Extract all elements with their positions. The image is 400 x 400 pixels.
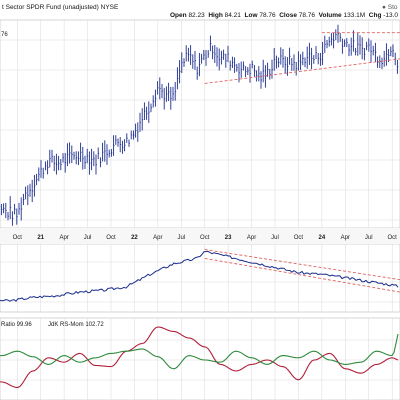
x-tick-label: 24 <box>319 235 326 241</box>
jdk-legend: Ratio 99.96 JdK RS-Mom 102.72 <box>1 322 104 328</box>
trendlines <box>204 32 400 84</box>
chg-label: Chg <box>368 12 382 19</box>
x-tick-label: Apr <box>247 235 256 241</box>
x-tick-label: Oct <box>388 235 398 241</box>
x-tick-label: Jul <box>271 235 279 241</box>
close-label: Close <box>279 12 297 19</box>
exchange-label: NYSE <box>100 4 119 11</box>
rs-line-group <box>0 249 400 302</box>
source-badge: ● Sto <box>382 4 398 11</box>
open-value: 82.23 <box>188 12 205 19</box>
ohlc-readout: Open 82.23 High 84.21 Low 78.76 Close 78… <box>170 12 398 19</box>
rs-channel-lower <box>204 257 400 293</box>
chart-title: t Sector SPDR Fund (unadjusted) NYSE <box>2 4 118 11</box>
x-tick-label: 21 <box>37 235 44 241</box>
volume-value: 133.1M <box>343 12 366 19</box>
x-tick-label: Jul <box>365 235 373 241</box>
low-label: Low <box>244 12 258 19</box>
price-y-label: 76 <box>1 32 8 38</box>
jdk-legend-momentum: JdK RS-Mom 102.72 <box>48 322 104 328</box>
price-panel <box>0 19 400 229</box>
jdk-legend-ratio: Ratio 99.96 <box>1 322 32 328</box>
x-ticks: Oct 21 Apr Jul Oct 22 Apr Jul Oct 23 Apr Jul Oct 24 Ap… <box>13 235 398 241</box>
x-tick-label: Apr <box>341 235 350 241</box>
jdk-ratio-line <box>0 326 399 388</box>
x-tick-label: Jul <box>84 235 92 241</box>
lower-trendline <box>204 58 400 84</box>
rs-panel <box>0 243 400 313</box>
x-tick-label: 22 <box>131 235 138 241</box>
high-label: High <box>208 12 223 19</box>
symbol-name: t Sector SPDR Fund (unadjusted) <box>2 4 99 11</box>
x-tick-label: Oct <box>294 235 304 241</box>
open-label: Open <box>170 12 187 19</box>
x-tick-label: Oct <box>200 235 210 241</box>
price-bars <box>0 24 399 226</box>
time-axis <box>0 228 400 244</box>
x-tick-label: Apr <box>59 235 68 241</box>
x-tick-label: Jul <box>177 235 185 241</box>
volume-label: Volume <box>318 12 342 19</box>
jdk-group <box>0 326 399 388</box>
low-value: 78.76 <box>259 12 276 19</box>
x-tick-label: Oct <box>106 235 116 241</box>
close-value: 78.76 <box>298 12 316 19</box>
chg-value: -13.0 <box>383 12 399 19</box>
jdk-momentum-line <box>0 333 399 370</box>
x-tick-label: 23 <box>225 235 232 241</box>
x-tick-label: Oct <box>13 235 23 241</box>
high-value: 84.21 <box>224 12 241 19</box>
grid <box>0 20 400 400</box>
rs-line <box>0 250 399 302</box>
x-tick-label: Apr <box>153 235 162 241</box>
rs-channel-upper <box>204 249 400 281</box>
